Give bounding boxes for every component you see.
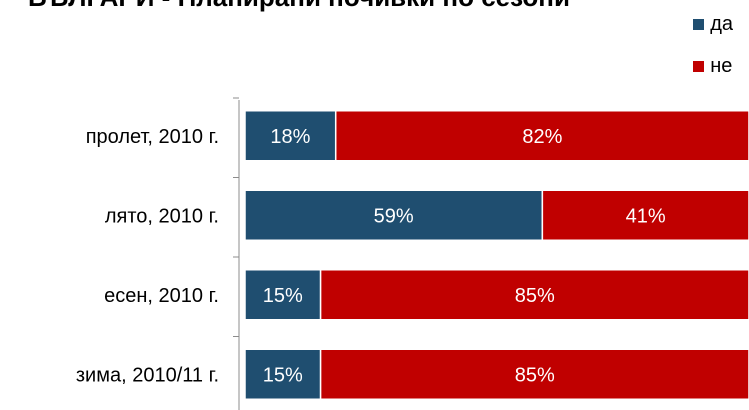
- category-label: пролет, 2010 г.: [86, 126, 219, 148]
- category-label: есен, 2010 г.: [104, 285, 219, 307]
- data-label: 41%: [626, 205, 666, 227]
- data-label: 15%: [263, 285, 303, 307]
- data-label: 18%: [270, 126, 310, 148]
- legend: да не: [693, 10, 733, 94]
- data-label: 82%: [522, 126, 562, 148]
- bar-yes: [244, 269, 322, 321]
- legend-label-yes: да: [710, 12, 733, 35]
- bar-no: [541, 189, 749, 241]
- data-label: 59%: [374, 205, 414, 227]
- legend-swatch-no: [693, 60, 705, 72]
- category-label: лято, 2010 г.: [105, 205, 219, 227]
- legend-label-no: не: [710, 54, 733, 77]
- legend-item-no: не: [693, 52, 733, 80]
- bar-yes: [244, 110, 337, 162]
- bar-yes: [244, 189, 544, 241]
- chart-title: БЪЛГАРИ - Планирани почивки по сезони: [28, 0, 570, 13]
- bar-no: [319, 269, 749, 321]
- data-label: 85%: [515, 364, 555, 386]
- data-label: 85%: [515, 285, 555, 307]
- category-label: зима, 2010/11 г.: [76, 364, 219, 386]
- legend-item-yes: да: [693, 10, 733, 38]
- bar-no: [319, 348, 749, 400]
- bar-yes: [244, 348, 322, 400]
- data-label: 15%: [263, 364, 303, 386]
- bar-no: [334, 110, 749, 162]
- legend-swatch-yes: [693, 18, 705, 30]
